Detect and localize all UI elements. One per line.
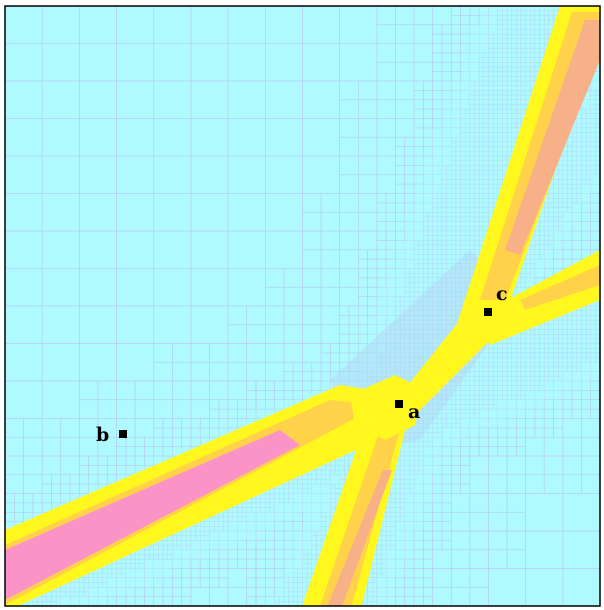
quadtree-density-figure: a b c [4,5,601,607]
